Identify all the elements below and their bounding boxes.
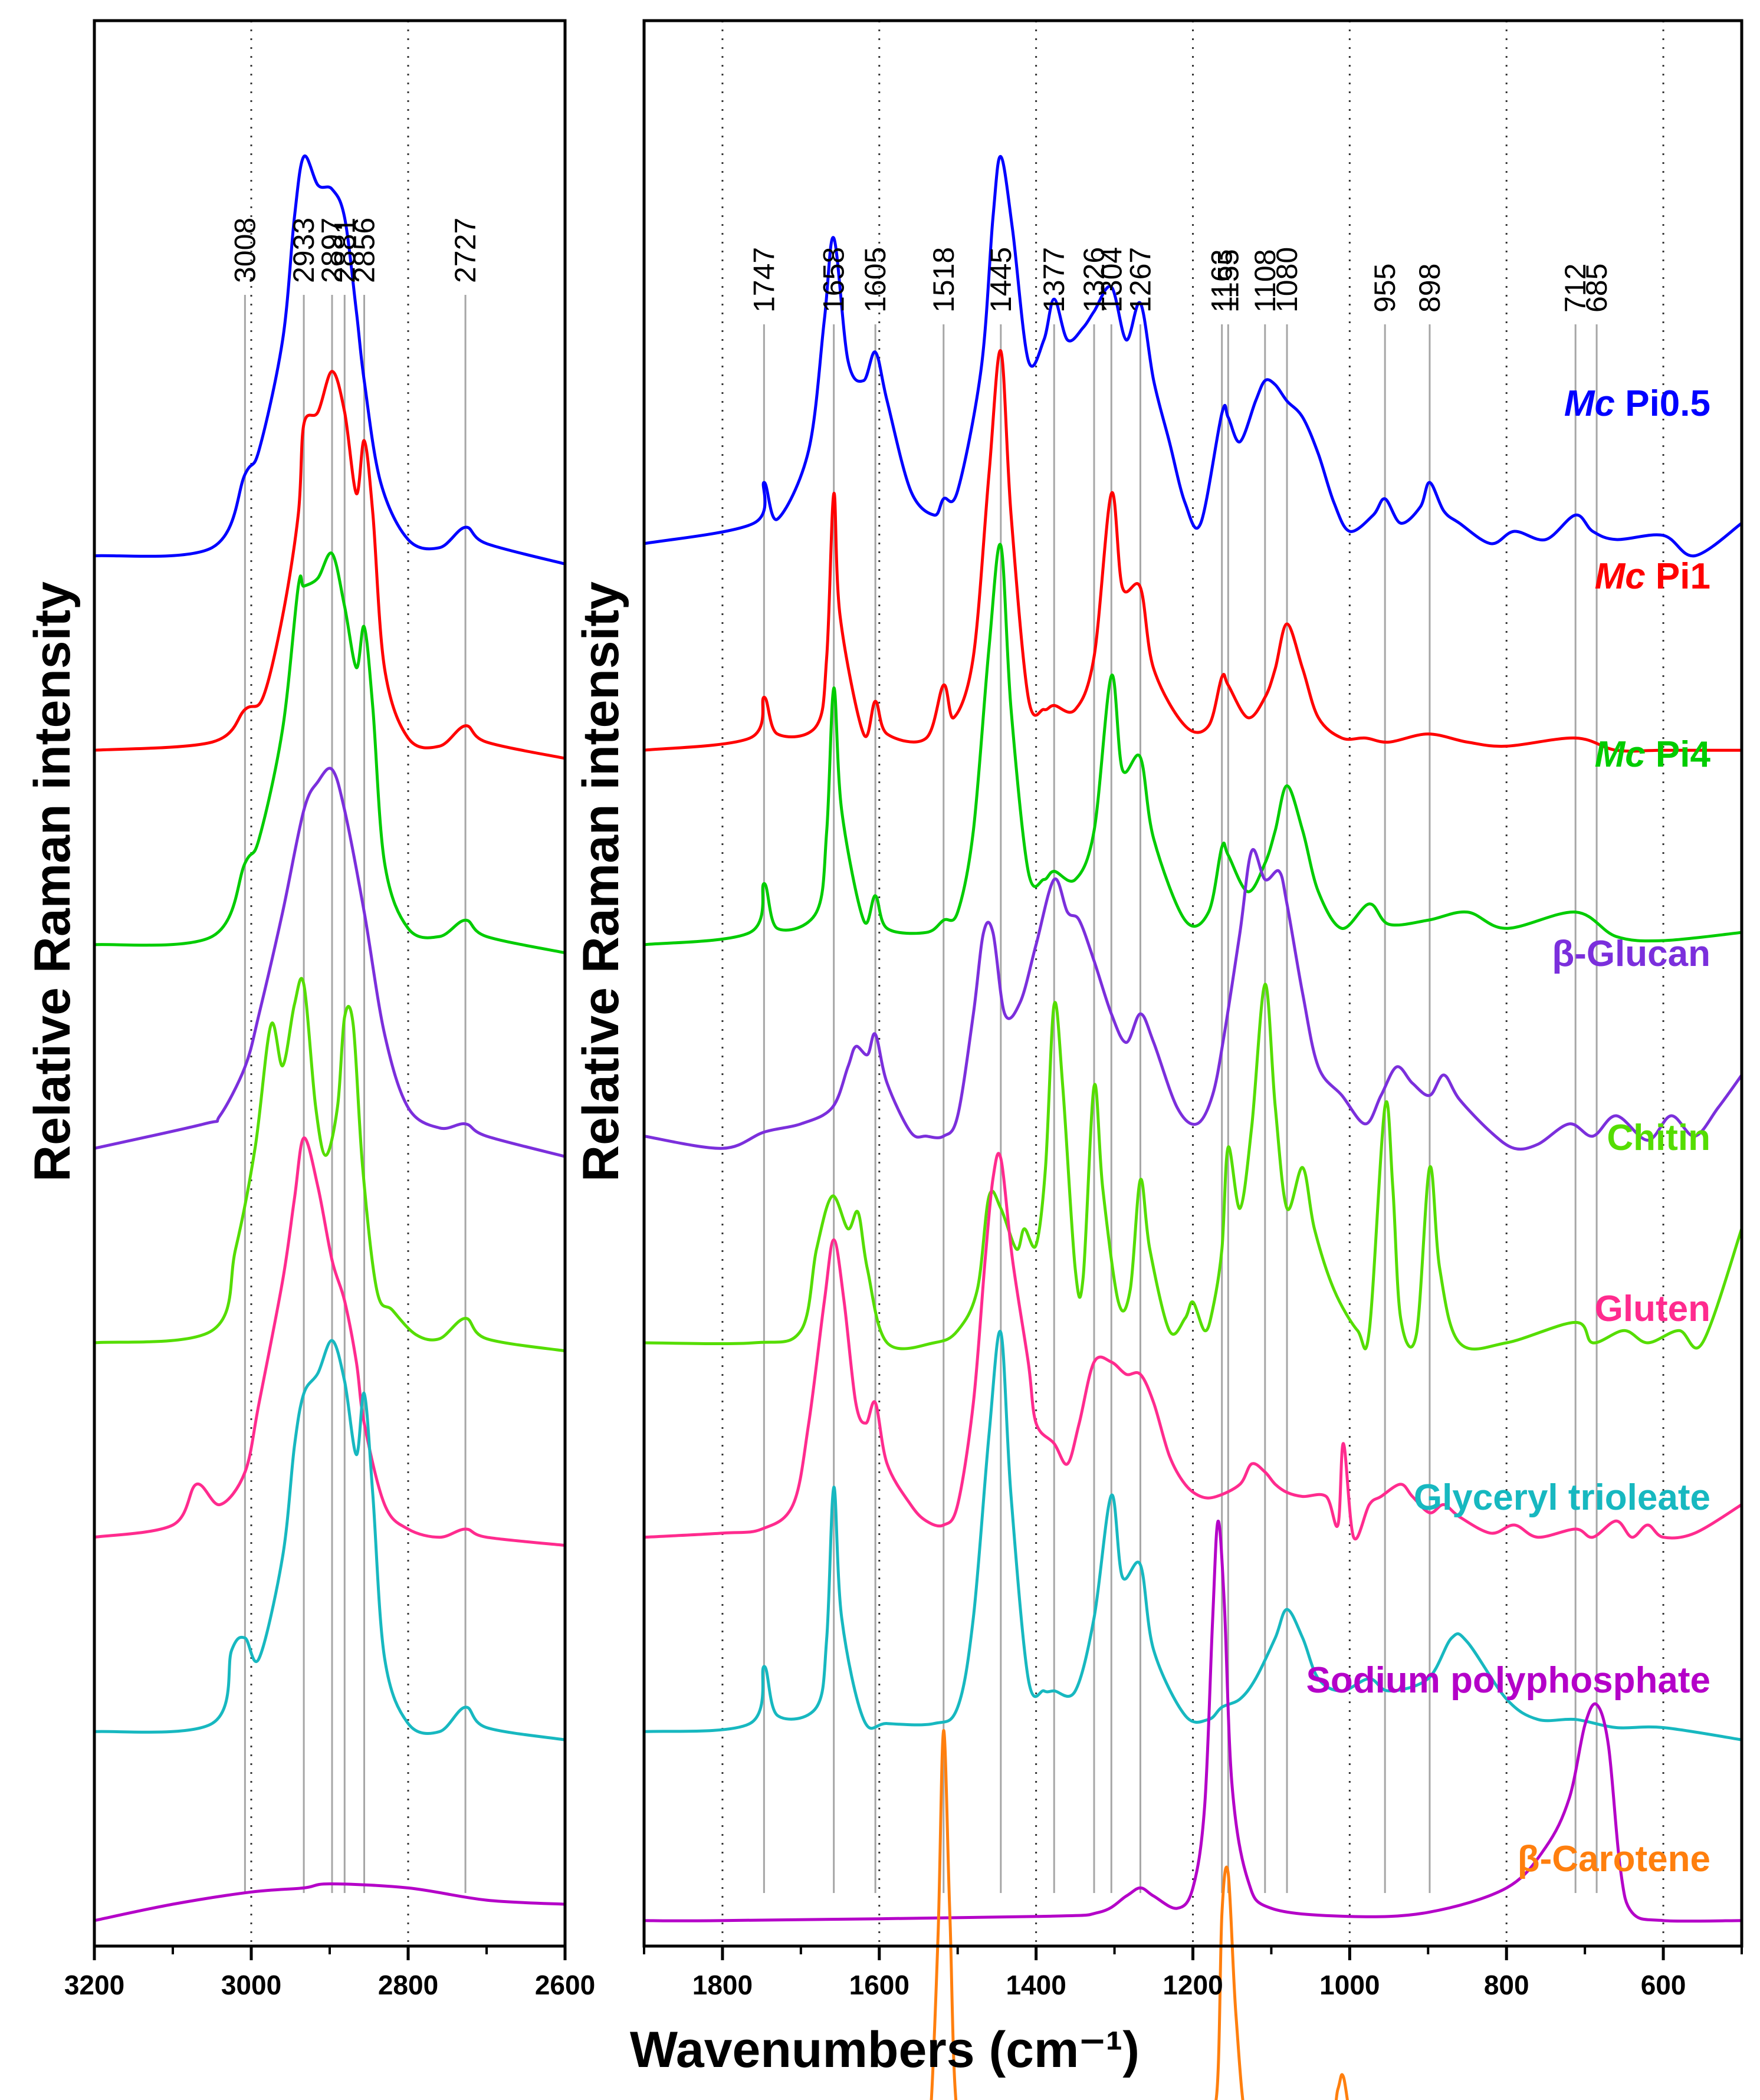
series-line-mc-pi0-5-high-wavenumber [94, 154, 566, 566]
series-line--glucan-high-wavenumber [94, 767, 566, 1158]
series-label: β-Glucan [1552, 934, 1710, 974]
series-label: β-Carotene [1518, 1839, 1710, 1879]
x-tick-label: 800 [1484, 1970, 1529, 2000]
peak-label: 955 [1368, 264, 1401, 313]
series-label: Chitin [1607, 1118, 1710, 1158]
series-line-mc-pi4-fingerprint [643, 543, 1742, 947]
peak-label: 1155 [1211, 249, 1245, 313]
peak-label: 1605 [859, 247, 892, 313]
series-line-sodium-polyphosphate-high-wavenumber [94, 1882, 566, 1922]
series-label: Mc Pi4 [1595, 734, 1711, 775]
x-tick-label: 2800 [378, 1970, 438, 2000]
peak-label: 1080 [1270, 247, 1303, 313]
series-line-mc-pi0-5-fingerprint [643, 155, 1743, 558]
peak-label: 2881 [328, 218, 361, 283]
x-tick-label: 1400 [1006, 1970, 1066, 2000]
peak-label: 1108 [1249, 249, 1282, 313]
x-axis-title: Wavenumbers (cm⁻¹) [630, 2022, 1140, 2078]
x-tick-label: 2600 [535, 1970, 595, 2000]
y-axis-title-left: Relative Raman intensity [24, 581, 81, 1182]
peak-label: 2897 [316, 218, 349, 283]
x-tick-label: 1800 [692, 1970, 753, 2000]
x-tick-label: 1600 [849, 1970, 909, 2000]
peak-label: 712 [1559, 264, 1592, 313]
series-line-chitin-fingerprint [643, 982, 1743, 1351]
x-tick-label: 1000 [1319, 1970, 1380, 2000]
series-line-gluten-high-wavenumber [94, 1136, 566, 1547]
series-line-sodium-polyphosphate-fingerprint [643, 1520, 1742, 1923]
series-line-mc-pi4-high-wavenumber [94, 551, 566, 955]
x-tick-label: 600 [1641, 1970, 1686, 2000]
peak-label: 1267 [1124, 247, 1157, 313]
peak-label: 2933 [287, 218, 320, 283]
series-line-glyceryl-trioleate-high-wavenumber [94, 1339, 566, 1741]
series-label: Mc Pi0.5 [1564, 383, 1710, 424]
peak-label: 1518 [927, 247, 960, 313]
series-line-mc-pi1-high-wavenumber [94, 370, 566, 760]
series-line-glyceryl-trioleate-fingerprint [643, 1330, 1742, 1741]
series-line-mc-pi1-fingerprint [643, 349, 1742, 753]
peak-label: 1658 [817, 247, 851, 313]
peak-label: 2856 [348, 218, 381, 283]
x-tick-label: 3000 [221, 1970, 281, 2000]
series-line-chitin-high-wavenumber [94, 977, 566, 1353]
series-line--glucan-fingerprint [643, 848, 1743, 1151]
peak-label: 3008 [228, 218, 261, 283]
series-label: Sodium polyphosphate [1306, 1660, 1710, 1701]
x-tick-label: 1200 [1163, 1970, 1223, 2000]
peak-label: 1377 [1037, 247, 1071, 313]
peak-label: 1304 [1095, 247, 1128, 313]
series-label: Gluten [1595, 1289, 1710, 1329]
peak-label: 685 [1580, 264, 1613, 313]
series-label: Mc Pi1 [1595, 556, 1710, 597]
peak-label: 2727 [449, 218, 482, 283]
series-line-gluten-fingerprint [643, 1152, 1743, 1541]
x-tick-label: 3200 [64, 1970, 124, 2000]
series-line--carotene-fingerprint [930, 1728, 1349, 2100]
series-label: Glyceryl trioleate [1414, 1477, 1710, 1518]
y-axis-title-right: Relative Raman intensity [573, 581, 629, 1182]
peak-label: 1747 [747, 247, 780, 313]
peak-label: 898 [1413, 264, 1446, 313]
peak-label: 1326 [1078, 247, 1111, 313]
peak-label: 1163 [1206, 249, 1239, 313]
peak-label: 1445 [984, 247, 1017, 313]
